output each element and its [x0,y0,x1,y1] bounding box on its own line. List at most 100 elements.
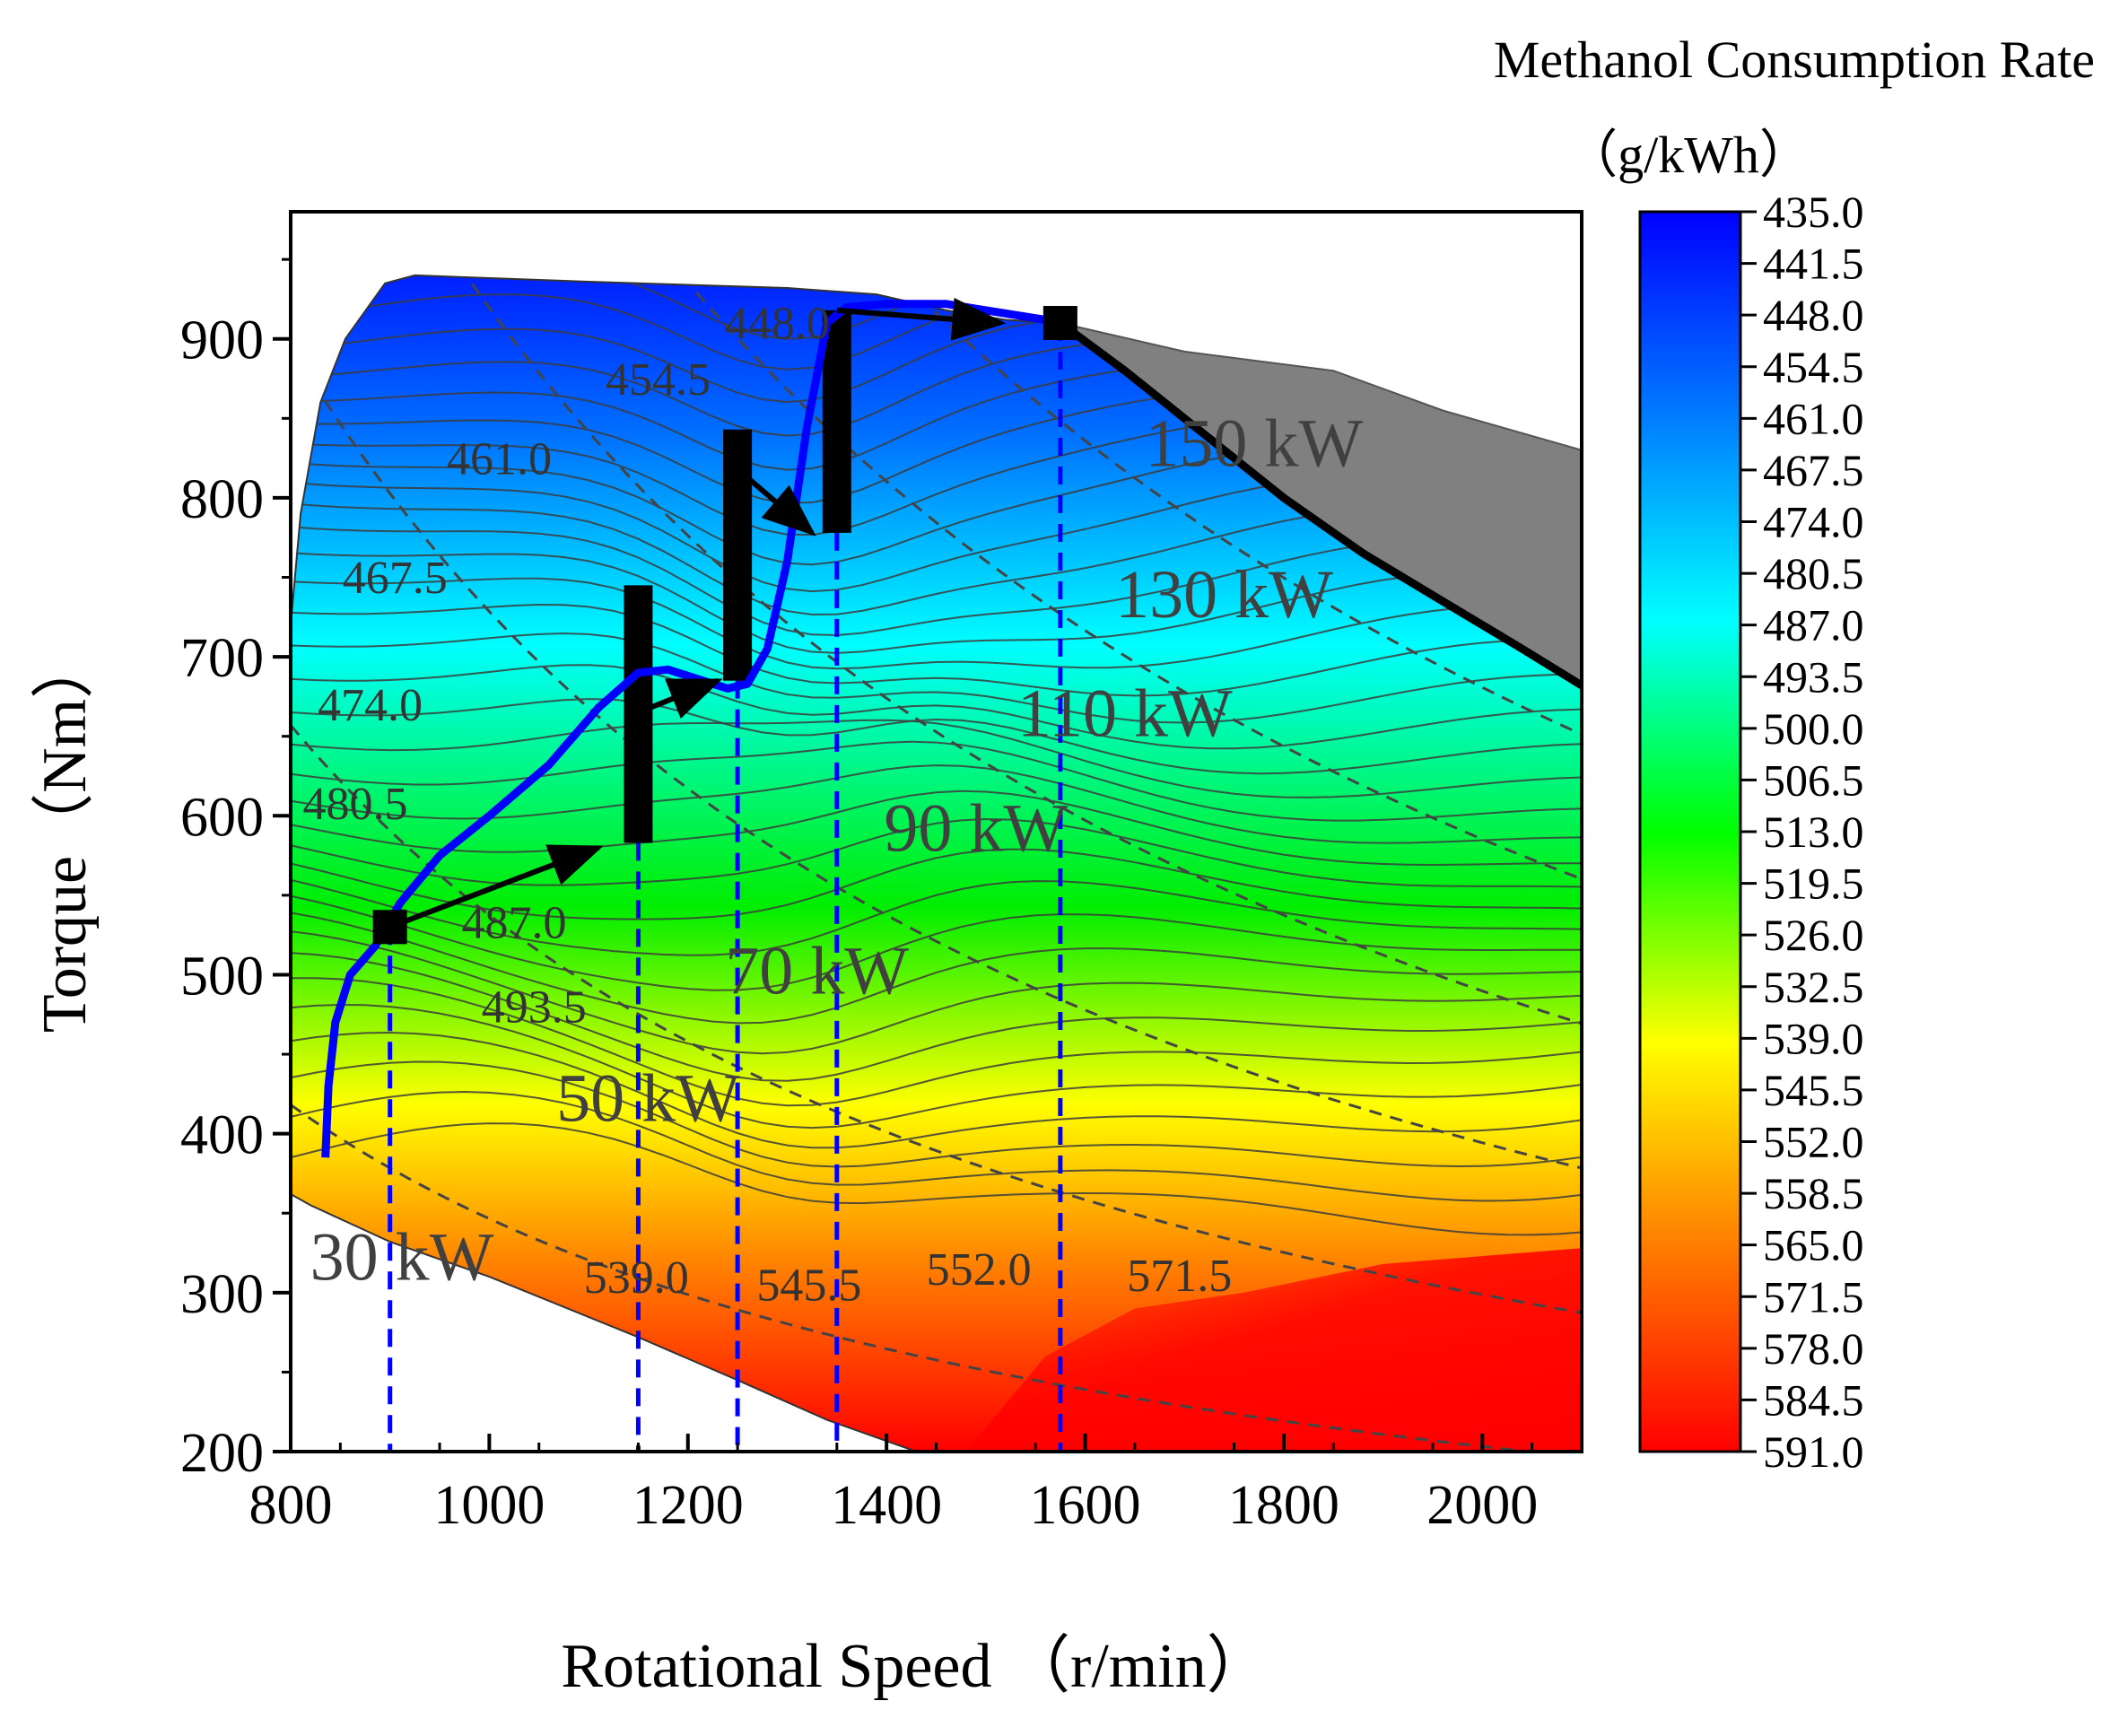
colorbar-tick-label: 558.5 [1763,1168,1864,1218]
power-label: 130 kW [1115,557,1333,632]
y-tick-label: 300 [180,1264,264,1325]
y-tick-label: 700 [180,628,264,689]
x-tick-label: 1800 [1228,1475,1339,1536]
contour-line [291,1031,1582,1149]
contour-label: 571.5 [1127,1251,1232,1302]
x-tick-label: 800 [249,1475,333,1536]
contour-label: 454.5 [606,354,711,406]
contour-label: 448.0 [725,299,830,350]
operating-point [1042,306,1077,341]
contour-label: 474.0 [318,680,423,731]
y-axis-title: Torque（Nm） [31,636,100,1033]
contour-line [291,632,1582,724]
power-line [291,275,1582,881]
power-labels: 30 kW 50 kW 70 kW 90 kW 110 kW 130 kW 150 kW [310,406,1364,1295]
y-tick-label: 600 [180,787,264,848]
power-line [291,345,1582,1170]
contour-label: 539.0 [584,1252,689,1304]
transition-arrow [388,844,604,930]
transition-arrow [836,297,1007,341]
speed-marker-lines [388,323,1063,1452]
x-tick-label: 1600 [1030,1475,1141,1536]
colorbar-tick-label: 532.5 [1763,962,1864,1012]
colorbar-tick-label: 487.0 [1763,600,1864,650]
y-axis-ticks: 200 300 400 500 600 700 800 900 [180,257,291,1484]
contour-line [291,740,1582,822]
colorbar-tick-label: 461.0 [1763,393,1864,443]
power-label: 90 kW [884,790,1068,866]
contour-line [291,894,1582,991]
contour-label: 480.5 [302,779,407,830]
y-tick-label: 500 [180,946,264,1007]
operating-points [372,306,1077,945]
y-tick-label: 400 [180,1105,264,1166]
transition-arrow [637,677,723,720]
contour-labels: 448.0 454.5 461.0 467.5 474.0 480.5 487.0 493.5… [302,299,1232,1312]
contour-line [291,603,1582,697]
colorbar-tick-label: 526.0 [1763,910,1864,960]
contour-line [291,878,1582,956]
contour-line [291,1090,1582,1202]
power-line [291,275,1582,1025]
colorbar-tick-label: 448.0 [1763,290,1864,340]
x-axis-title: Rotational Speed （r/min） [561,1632,1269,1701]
power-line [291,275,1582,736]
colorbar-tick-label: 552.0 [1763,1117,1864,1167]
power-label: 70 kW [725,934,909,1009]
contour-line [291,930,1582,1055]
contour-line [291,977,1582,1107]
colorbar-tick-label: 506.5 [1763,755,1864,805]
power-line [291,724,1582,1314]
contour-label: 493.5 [482,982,587,1034]
power-label: 150 kW [1145,406,1363,481]
operating-point [372,910,407,945]
colorbar-tick-label: 467.5 [1763,445,1864,495]
contour-line [291,664,1582,750]
y-tick-label: 900 [180,310,264,371]
power-label: 110 kW [1017,676,1233,752]
colorbar-tick-label: 571.5 [1763,1271,1864,1322]
contour-line [291,698,1582,775]
colorbar-tick-label: 435.0 [1763,187,1864,237]
power-line [291,1104,1582,1452]
colorbar-tick-label: 480.5 [1763,548,1864,598]
x-tick-label: 1000 [433,1475,545,1536]
colorbar-tick-label: 565.0 [1763,1220,1864,1270]
colorbar-tick-label: 441.5 [1763,239,1864,289]
colorbar-tick-label: 578.0 [1763,1323,1864,1374]
contour-line [291,952,1582,1082]
colorbar-tick-label: 500.0 [1763,703,1864,754]
x-tick-label: 2000 [1426,1475,1538,1536]
colorbar: Methanol Consumption Rate （g/kWh） 435.04… [1494,31,2095,1477]
colorbar-tick-label: 493.5 [1763,651,1864,702]
x-axis-ticks: 800 1000 1200 1400 1600 1800 2000 [249,1434,1538,1536]
contour-line [291,577,1582,670]
transition-arrows [388,297,1007,930]
colorbar-tick-label: 513.0 [1763,807,1864,857]
contour-line [291,848,1582,920]
contour-label: 552.0 [927,1244,1032,1295]
torque-bar [822,310,851,533]
colorbar-tick-label: 545.5 [1763,1065,1864,1115]
colorbar-tick-label: 591.0 [1763,1426,1864,1477]
contour-line [291,1060,1582,1168]
contour-label: 461.0 [447,433,552,484]
colorbar-tick-label: 519.5 [1763,859,1864,909]
contour-line [291,719,1582,798]
colorbar-tick-label: 539.0 [1763,1013,1864,1063]
heatmap-field: 448.0 454.5 461.0 467.5 474.0 480.5 487.0 493.5… [291,274,1582,1452]
colorbar-ticks: 435.0441.5448.0454.5461.0467.5474.0480.5… [1740,187,1864,1477]
contour-line [291,1003,1582,1130]
colorbar-tick-label: 454.5 [1763,342,1864,392]
x-tick-label: 1400 [831,1475,942,1536]
colorbar-title-line2: （g/kWh） [1566,126,1811,184]
contour-line [291,764,1582,844]
contour-line [291,789,1582,867]
contour-line [291,912,1582,1025]
contour-line [291,552,1582,654]
power-lines [291,275,1582,1452]
power-label: 30 kW [310,1220,494,1295]
torque-bars [624,310,851,843]
contour-label: 487.0 [462,898,567,949]
